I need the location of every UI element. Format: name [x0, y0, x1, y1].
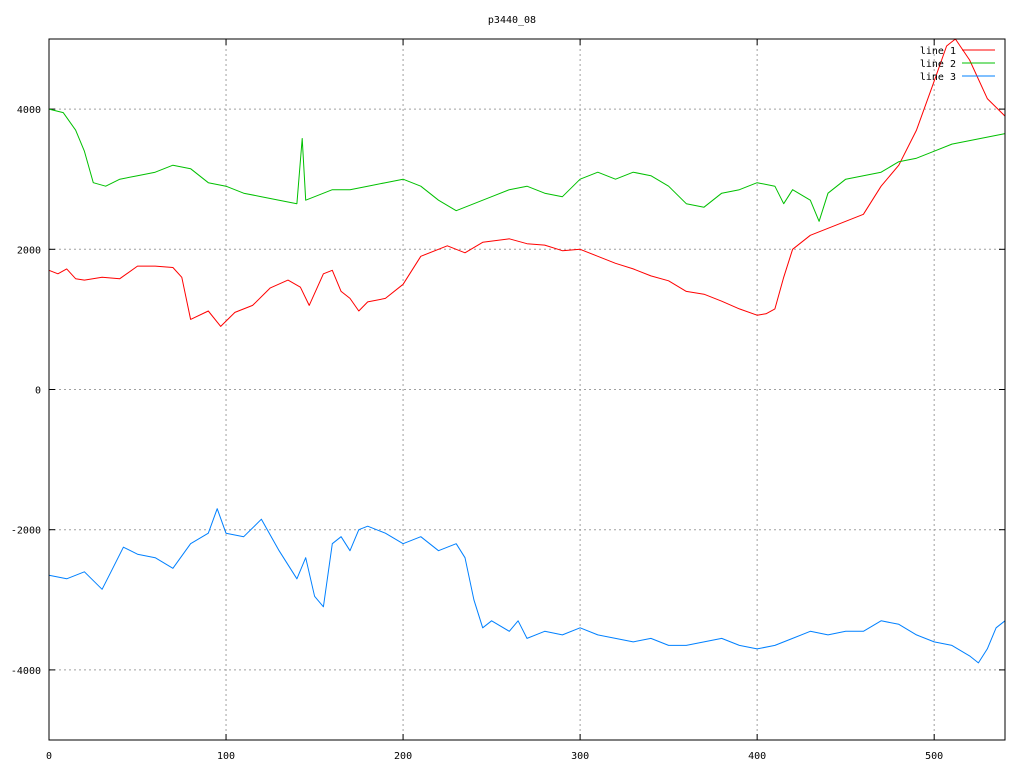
x-tick-label: 200 — [394, 751, 412, 762]
y-tick-label: 4000 — [17, 105, 41, 116]
x-tick-label: 500 — [925, 751, 943, 762]
x-tick-label: 300 — [571, 751, 589, 762]
series-layer — [48, 38, 1006, 664]
plot-frame — [48, 38, 1006, 741]
grid-layer — [49, 39, 1005, 740]
series-line-1 — [48, 38, 1006, 327]
legend-label-1: line 1 — [920, 46, 956, 57]
x-tick-label: 100 — [217, 751, 235, 762]
y-tick-label: 0 — [35, 386, 41, 397]
y-tick-label: 2000 — [17, 245, 41, 256]
legend: line 1 line 2 line 3 — [920, 46, 995, 83]
legend-label-3: line 3 — [920, 72, 956, 83]
series-line-2 — [48, 108, 1006, 222]
y-tick-label: -4000 — [11, 666, 41, 677]
chart-title: p3440_08 — [488, 15, 536, 26]
series-line-3 — [48, 508, 1006, 664]
legend-label-2: line 2 — [920, 59, 956, 70]
tick-layer: 0 100 200 300 400 500 -4000 -2000 0 2000 4000 — [11, 39, 1005, 762]
x-tick-label: 0 — [46, 751, 52, 762]
y-tick-label: -2000 — [11, 526, 41, 537]
x-tick-label: 400 — [748, 751, 766, 762]
